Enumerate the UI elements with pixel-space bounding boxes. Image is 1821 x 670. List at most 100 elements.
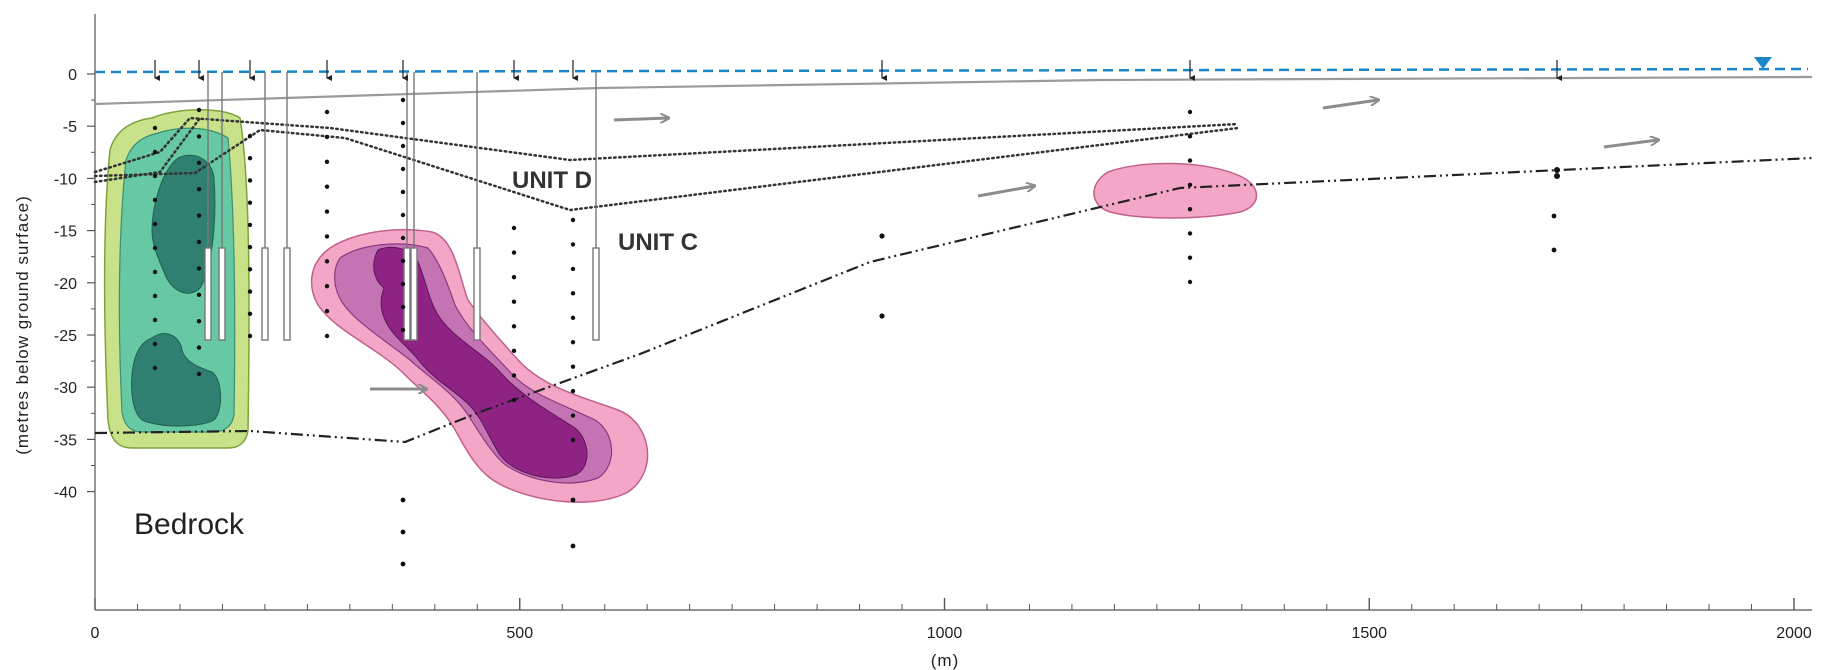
sample-point bbox=[196, 266, 202, 271]
sample-point bbox=[879, 233, 885, 239]
pink-plume-small bbox=[1093, 162, 1258, 219]
y-tick-label: -35 bbox=[54, 432, 77, 449]
sample-point bbox=[570, 315, 576, 320]
sample-point bbox=[400, 304, 406, 310]
sample-point bbox=[247, 244, 253, 250]
sample-point bbox=[152, 221, 158, 227]
sample-point bbox=[400, 235, 406, 241]
sample-point bbox=[400, 143, 406, 149]
y-tick-label: -20 bbox=[54, 276, 77, 293]
sample-point bbox=[511, 397, 517, 403]
sample-point bbox=[879, 313, 885, 319]
flow-arrow-icon bbox=[1322, 100, 1378, 110]
sample-point bbox=[1551, 247, 1557, 253]
water-table bbox=[94, 57, 1809, 74]
bedrock-contact-line bbox=[94, 156, 1813, 444]
sample-point bbox=[247, 133, 253, 139]
sample-point bbox=[400, 281, 406, 287]
sample-point bbox=[324, 234, 330, 239]
water-table-marker-icon bbox=[1754, 57, 1772, 69]
unit-d-label: UNIT D bbox=[512, 167, 592, 194]
sample-point bbox=[247, 156, 253, 161]
sample-point bbox=[324, 109, 330, 115]
sample-point bbox=[1187, 182, 1193, 188]
sample-point bbox=[196, 107, 202, 113]
sample-point bbox=[511, 373, 517, 378]
sample-point bbox=[1554, 167, 1560, 173]
sample-point bbox=[196, 134, 202, 139]
sample-point bbox=[152, 125, 158, 131]
y-tick-label: -30 bbox=[54, 380, 77, 397]
unit-d-boundaries bbox=[93, 116, 1240, 212]
sample-point bbox=[400, 97, 406, 103]
well-screen bbox=[473, 247, 481, 341]
sample-point bbox=[1187, 158, 1193, 163]
sample-point bbox=[324, 209, 330, 214]
sample-point bbox=[152, 197, 158, 203]
sample-point bbox=[196, 239, 202, 245]
sample-point bbox=[1187, 109, 1193, 115]
sample-point bbox=[196, 371, 202, 377]
well-screen bbox=[592, 247, 600, 341]
sample-point bbox=[400, 327, 406, 333]
sample-point bbox=[511, 274, 517, 280]
sample-point bbox=[196, 292, 202, 297]
y-tick-label: -40 bbox=[54, 485, 77, 502]
water-table-line bbox=[94, 67, 1809, 74]
sample-point bbox=[247, 289, 253, 294]
unit-d-lower-boundary bbox=[93, 126, 1240, 212]
sample-point bbox=[570, 413, 576, 418]
sample-point bbox=[400, 529, 406, 535]
sample-point bbox=[570, 291, 576, 296]
x-axis-ticks: 0 500 1000 1500 2000 bbox=[91, 598, 1812, 642]
unit-d-upper-boundary bbox=[93, 116, 1240, 174]
x-tick-label: 0 bbox=[91, 625, 100, 642]
unit-c-label: UNIT C bbox=[618, 229, 698, 256]
ground-surface-line bbox=[94, 75, 1813, 106]
well-screen bbox=[410, 247, 418, 341]
sample-point bbox=[247, 311, 253, 316]
sample-point bbox=[511, 250, 517, 255]
sample-point bbox=[247, 200, 253, 205]
sample-point bbox=[152, 317, 158, 323]
y-tick-label: -25 bbox=[54, 328, 77, 345]
sample-point bbox=[1551, 213, 1557, 219]
x-tick-label: 1500 bbox=[1351, 625, 1387, 642]
sample-point bbox=[152, 173, 158, 179]
flow-arrow-icon bbox=[613, 118, 668, 120]
sample-point bbox=[570, 364, 576, 369]
x-axis-title: (m) bbox=[931, 651, 959, 670]
sample-point bbox=[400, 189, 406, 195]
sample-point bbox=[324, 184, 330, 189]
sample-point bbox=[570, 242, 576, 247]
sample-point bbox=[152, 365, 158, 371]
sample-point bbox=[324, 134, 330, 140]
sample-point bbox=[570, 543, 576, 549]
sample-point bbox=[400, 166, 406, 172]
sample-point bbox=[1187, 255, 1193, 260]
y-axis-ticks: 0 -5 -10 -15 -20 -25 -30 -35 -40 bbox=[54, 67, 95, 502]
sample-point bbox=[400, 258, 406, 264]
sample-point bbox=[570, 340, 576, 345]
y-tick-label: 0 bbox=[68, 67, 77, 84]
sample-point bbox=[247, 267, 253, 272]
x-tick-label: 2000 bbox=[1776, 625, 1812, 642]
sample-point bbox=[400, 212, 406, 218]
y-tick-label: -10 bbox=[54, 171, 77, 188]
sample-point bbox=[511, 225, 517, 231]
sample-point bbox=[324, 333, 330, 339]
x-tick-label: 500 bbox=[506, 625, 533, 642]
sample-point bbox=[196, 319, 202, 324]
sample-point bbox=[196, 187, 202, 192]
unit-d-inner-boundary bbox=[93, 116, 202, 184]
sample-point bbox=[511, 324, 517, 329]
flow-arrows bbox=[370, 100, 1658, 389]
sample-point bbox=[570, 388, 576, 394]
sample-point bbox=[400, 561, 406, 567]
sample-point bbox=[1187, 134, 1193, 139]
sample-point bbox=[196, 213, 202, 218]
well-screen bbox=[261, 247, 269, 341]
well-screen bbox=[204, 247, 212, 341]
sample-point bbox=[400, 497, 406, 503]
